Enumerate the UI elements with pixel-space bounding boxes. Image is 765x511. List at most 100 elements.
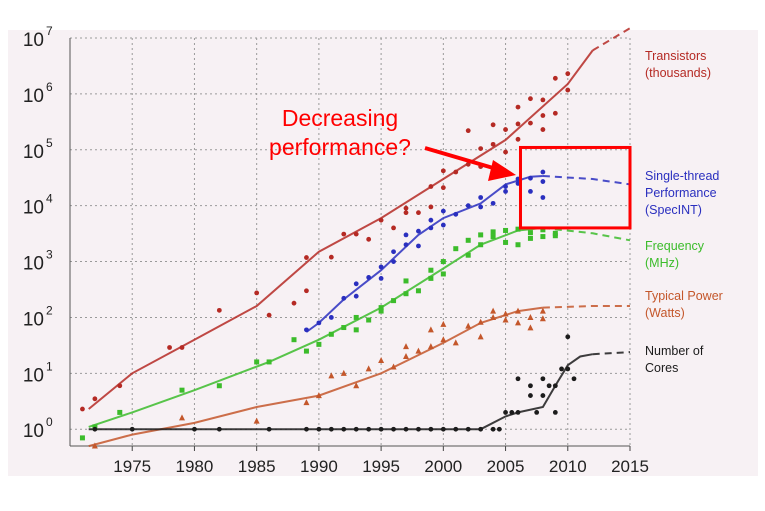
point-number-of-cores — [546, 383, 552, 389]
highlight-box — [518, 145, 632, 230]
point-single-thread-performance-specint — [540, 179, 546, 184]
legend-label-typical-power-watts: (Watts) — [645, 306, 685, 320]
point-frequency-mhz — [440, 271, 446, 277]
point-number-of-cores — [559, 366, 564, 372]
point-single-thread-performance-specint — [328, 315, 334, 320]
point-typical-power-watts — [527, 313, 534, 320]
x-tick-label: 1980 — [176, 457, 214, 476]
point-single-thread-performance-specint — [503, 184, 508, 189]
point-single-thread-performance-specint — [540, 169, 546, 175]
point-frequency-mhz — [403, 278, 409, 284]
x-tick-label: 1985 — [238, 457, 276, 476]
point-typical-power-watts — [502, 310, 509, 317]
point-transistors-thousands — [552, 110, 558, 116]
point-transistors-thousands — [179, 345, 185, 350]
point-single-thread-performance-specint — [366, 275, 372, 280]
point-frequency-mhz — [378, 305, 384, 311]
point-frequency-mhz — [478, 242, 484, 248]
point-frequency-mhz — [527, 230, 533, 236]
point-frequency-mhz — [328, 331, 334, 337]
chart-background — [8, 30, 758, 476]
y-tick-label: 10 — [23, 365, 44, 386]
grid — [70, 37, 631, 446]
point-number-of-cores — [416, 426, 421, 432]
x-tick-label: 1995 — [362, 457, 400, 476]
x-tick-label: 2000 — [424, 457, 462, 476]
point-single-thread-performance-specint — [503, 189, 508, 194]
point-frequency-mhz — [540, 234, 546, 240]
point-transistors-thousands — [515, 121, 521, 127]
point-frequency-mhz — [540, 227, 546, 233]
point-transistors-thousands — [515, 104, 521, 110]
point-frequency-mhz — [341, 325, 347, 331]
point-transistors-thousands — [503, 127, 508, 132]
trend-projection-typical-power-watts — [542, 305, 630, 309]
point-single-thread-performance-specint — [353, 293, 359, 299]
point-number-of-cores — [129, 426, 135, 432]
point-single-thread-performance-specint — [391, 259, 396, 264]
point-single-thread-performance-specint — [391, 249, 396, 255]
point-frequency-mhz — [428, 267, 434, 273]
point-transistors-thousands — [453, 169, 459, 175]
point-frequency-mhz — [515, 242, 521, 248]
point-transistors-thousands — [291, 300, 297, 306]
point-number-of-cores — [528, 393, 533, 398]
point-transistors-thousands — [528, 120, 533, 126]
legend-label-single-thread-performance-specint: Performance — [645, 186, 717, 200]
point-number-of-cores — [515, 410, 521, 415]
point-typical-power-watts — [427, 343, 434, 350]
point-typical-power-watts — [353, 382, 360, 389]
y-tick-exponent: 7 — [46, 24, 53, 38]
annotation-arrow-head — [488, 160, 516, 181]
x-tick-label: 2010 — [549, 457, 587, 476]
point-number-of-cores — [304, 426, 309, 432]
annotation-arrow-shaft — [424, 146, 501, 172]
point-transistors-thousands — [254, 290, 260, 296]
point-transistors-thousands — [353, 231, 359, 237]
annotation-arrow — [424, 146, 516, 181]
point-typical-power-watts — [440, 320, 447, 327]
point-transistors-thousands — [540, 113, 546, 118]
legend-label-transistors-thousands: Transistors — [645, 49, 706, 63]
point-number-of-cores — [534, 410, 540, 415]
point-single-thread-performance-specint — [490, 200, 496, 206]
point-transistors-thousands — [341, 231, 347, 237]
point-transistors-thousands — [540, 97, 546, 103]
point-transistors-thousands — [540, 127, 546, 132]
point-transistors-thousands — [565, 71, 571, 77]
point-number-of-cores — [353, 426, 359, 432]
point-number-of-cores — [540, 376, 546, 382]
point-frequency-mhz — [254, 359, 260, 365]
point-frequency-mhz — [515, 226, 521, 232]
legend: Transistors (thousands) Single-thread Perfo… — [645, 49, 723, 375]
point-number-of-cores — [440, 426, 446, 432]
legend-label-number-of-cores: Number of — [645, 344, 704, 358]
point-transistors-thousands — [552, 75, 558, 81]
point-typical-power-watts — [427, 326, 434, 333]
point-single-thread-performance-specint — [378, 275, 384, 281]
point-frequency-mhz — [453, 246, 459, 252]
y-tick-exponent: 3 — [46, 248, 53, 262]
y-tick-label: 10 — [23, 421, 44, 442]
point-frequency-mhz — [117, 409, 123, 415]
point-frequency-mhz — [527, 235, 533, 241]
point-frequency-mhz — [465, 237, 471, 243]
point-transistors-thousands — [366, 236, 372, 242]
point-number-of-cores — [490, 426, 496, 432]
point-transistors-thousands — [403, 205, 409, 211]
trend-projection-number-of-cores — [592, 351, 631, 356]
point-typical-power-watts — [502, 316, 509, 323]
point-transistors-thousands — [378, 217, 384, 223]
point-single-thread-performance-specint — [428, 217, 434, 223]
y-tick-label: 10 — [23, 198, 44, 219]
point-transistors-thousands — [117, 383, 123, 389]
point-number-of-cores — [453, 426, 459, 432]
point-transistors-thousands — [440, 168, 446, 174]
point-number-of-cores — [552, 383, 558, 389]
point-transistors-thousands — [304, 288, 309, 294]
point-frequency-mhz — [303, 348, 309, 354]
point-number-of-cores — [503, 410, 508, 415]
point-number-of-cores — [216, 426, 222, 432]
